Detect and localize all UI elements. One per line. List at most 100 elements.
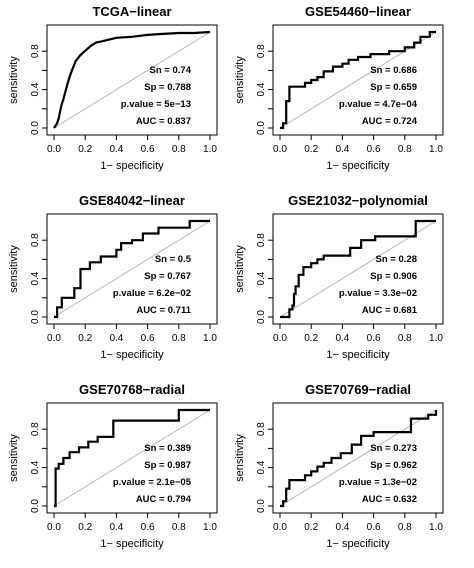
x-axis-label: 1− specificity — [100, 160, 164, 172]
stat-annotation: Sn = 0.273 — [370, 443, 417, 454]
y-tick-label: 0.8 — [256, 233, 267, 247]
stat-annotation: AUC = 0.632 — [362, 494, 417, 505]
stat-annotation: Sn = 0.389 — [144, 443, 191, 454]
plot-frame — [46, 213, 218, 325]
y-tick-label: 0.8 — [30, 233, 41, 247]
stat-annotation: p.value = 6.2e−02 — [113, 288, 191, 299]
y-tick-label: 0.4 — [30, 460, 41, 474]
stat-annotation: AUC = 0.837 — [136, 116, 191, 127]
x-tick-label: 1.0 — [429, 144, 443, 155]
y-axis-label: sensitivity — [8, 434, 20, 482]
plot-frame — [272, 24, 444, 136]
stat-annotation: p.value = 3.3e−02 — [339, 288, 417, 299]
plot-frame — [46, 24, 218, 136]
x-tick-label: 0.0 — [273, 522, 287, 533]
roc-panel-3: GSE84042−linear 0.0 0.2 0.4 0.6 0.8 1.0 0.0 0.4 0… — [8, 193, 218, 361]
stat-annotation: Sp = 0.906 — [370, 271, 417, 282]
roc-panel-1: TCGA−linear 0.0 0.2 0.4 0.6 0.8 1.0 0.0 0.4 0.8 1−… — [8, 4, 218, 172]
x-tick-label: 0.2 — [304, 144, 318, 155]
x-tick-label: 0.2 — [78, 144, 92, 155]
stat-annotation: Sp = 0.767 — [144, 271, 191, 282]
stat-annotation: Sp = 0.788 — [144, 82, 191, 93]
x-tick-label: 1.0 — [203, 333, 217, 344]
reference-diagonal — [279, 409, 437, 507]
panel-title: GSE70769−radial — [305, 382, 411, 397]
stat-annotation: AUC = 0.711 — [136, 305, 191, 316]
y-tick-label: 0.4 — [30, 271, 41, 285]
y-axis-label: sensitivity — [234, 245, 246, 293]
x-axis-label: 1− specificity — [326, 538, 390, 550]
x-tick-label: 0.8 — [172, 522, 186, 533]
stat-annotation: Sn = 0.28 — [376, 254, 417, 265]
x-tick-label: 0.6 — [141, 522, 155, 533]
x-tick-label: 0.0 — [47, 522, 61, 533]
roc-panel-2: GSE54460−linear 0.0 0.2 0.4 0.6 0.8 1.0 0.0 0.4 0… — [234, 4, 444, 172]
x-tick-label: 0.2 — [304, 333, 318, 344]
x-tick-label: 0.4 — [109, 144, 123, 155]
stat-annotation: AUC = 0.681 — [362, 305, 418, 316]
x-tick-label: 0.2 — [78, 333, 92, 344]
x-tick-label: 0.4 — [335, 522, 349, 533]
plot-frame — [46, 402, 218, 514]
x-tick-label: 1.0 — [429, 522, 443, 533]
reference-diagonal — [53, 220, 211, 318]
y-tick-label: 0.0 — [256, 121, 267, 135]
y-tick-label: 0.8 — [256, 44, 267, 58]
x-tick-label: 0.8 — [398, 144, 412, 155]
x-tick-label: 0.0 — [273, 333, 287, 344]
x-tick-label: 0.0 — [47, 333, 61, 344]
roc-panel-6: GSE70769−radial 0.0 0.2 0.4 0.6 0.8 1.0 0.0 0.4 0… — [234, 382, 444, 550]
y-tick-label: 0.0 — [30, 121, 41, 135]
x-tick-label: 0.6 — [141, 144, 155, 155]
panel-title: GSE84042−linear — [79, 193, 185, 208]
stat-annotation: Sp = 0.659 — [370, 82, 417, 93]
x-tick-label: 0.2 — [78, 522, 92, 533]
panel-title: GSE54460−linear — [305, 4, 411, 19]
roc-panel-5: GSE70768−radial 0.0 0.2 0.4 0.6 0.8 1.0 0.0 0.4 0… — [8, 382, 218, 550]
x-tick-label: 0.4 — [109, 522, 123, 533]
y-tick-label: 0.4 — [256, 460, 267, 474]
y-tick-label: 0.4 — [256, 82, 267, 96]
stat-annotation: Sp = 0.962 — [370, 460, 417, 471]
x-tick-label: 1.0 — [203, 144, 217, 155]
y-tick-label: 0.8 — [30, 422, 41, 436]
reference-diagonal — [53, 31, 211, 129]
y-tick-label: 0.4 — [256, 271, 267, 285]
stat-annotation: p.value = 1.3e−02 — [339, 477, 417, 488]
y-tick-label: 0.0 — [30, 499, 41, 513]
x-tick-label: 0.6 — [367, 144, 381, 155]
y-axis-label: sensitivity — [8, 56, 20, 104]
plot-frame — [272, 402, 444, 514]
y-tick-label: 0.4 — [30, 82, 41, 96]
y-tick-label: 0.8 — [30, 44, 41, 58]
roc-curve — [54, 408, 210, 508]
x-axis-label: 1− specificity — [100, 349, 164, 361]
y-tick-label: 0.0 — [256, 310, 267, 324]
x-tick-label: 0.6 — [141, 333, 155, 344]
x-tick-label: 1.0 — [429, 333, 443, 344]
roc-curve — [53, 30, 211, 129]
roc-curve — [280, 30, 436, 130]
roc-curve — [280, 219, 436, 319]
x-tick-label: 0.0 — [273, 144, 287, 155]
stat-annotation: Sn = 0.74 — [150, 65, 192, 76]
x-tick-label: 0.4 — [335, 144, 349, 155]
y-tick-label: 0.8 — [256, 422, 267, 436]
stat-annotation: Sn = 0.686 — [370, 65, 417, 76]
stat-annotation: Sp = 0.987 — [144, 460, 191, 471]
x-tick-label: 0.8 — [172, 144, 186, 155]
panel-title: GSE70768−radial — [79, 382, 185, 397]
x-tick-label: 0.4 — [109, 333, 123, 344]
x-tick-label: 0.6 — [367, 333, 381, 344]
x-tick-label: 0.8 — [398, 333, 412, 344]
x-tick-label: 1.0 — [203, 522, 217, 533]
plot-frame — [272, 213, 444, 325]
y-tick-label: 0.0 — [30, 310, 41, 324]
stat-annotation: p.value = 5e−13 — [121, 99, 191, 110]
y-tick-label: 0.0 — [256, 499, 267, 513]
stat-annotation: p.value = 2.1e−05 — [113, 477, 192, 488]
panel-title: TCGA−linear — [92, 4, 171, 19]
x-axis-label: 1− specificity — [326, 349, 390, 361]
x-tick-label: 0.8 — [398, 522, 412, 533]
